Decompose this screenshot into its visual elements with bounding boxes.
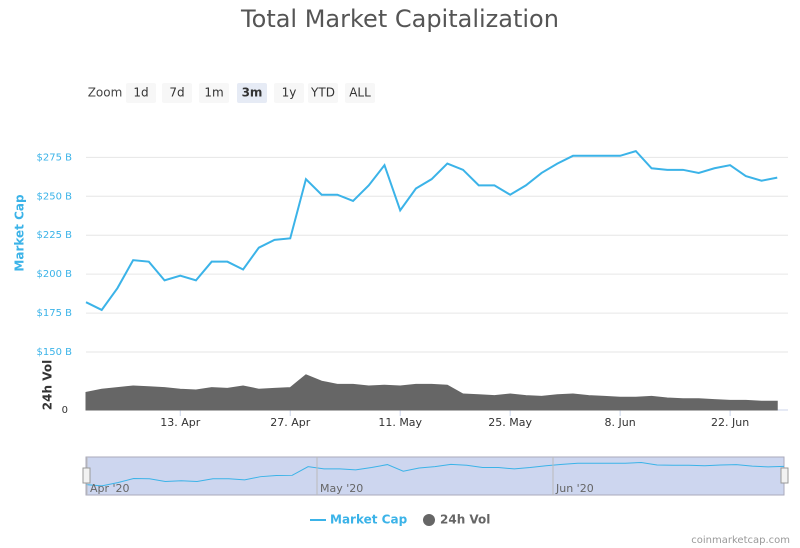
legend-label[interactable]: Market Cap <box>330 513 408 527</box>
y-tick-label: $150 B <box>37 347 73 358</box>
navigator-line <box>85 462 785 487</box>
y-axis-label: Market Cap <box>13 194 27 272</box>
navigator-handle[interactable] <box>82 467 91 484</box>
y-tick-label: $175 B <box>37 308 73 319</box>
zoom-button-label[interactable]: 3m <box>242 86 263 100</box>
y-tick-label: $200 B <box>37 269 73 280</box>
zoom-button-label[interactable]: 1y <box>282 86 297 100</box>
zoom-button-label[interactable]: ALL <box>349 86 371 100</box>
y-tick-label: $275 B <box>37 152 73 163</box>
zoom-button-label[interactable]: YTD <box>310 86 335 100</box>
zoom-button[interactable] <box>162 83 192 103</box>
navigator-selection <box>85 456 785 496</box>
y-tick-label: $250 B <box>37 191 73 202</box>
x-tick-label: 22. Jun <box>711 416 749 429</box>
volume-area <box>85 374 778 411</box>
x-tick-label: 8. Jun <box>605 416 636 429</box>
zoom-button[interactable] <box>199 83 229 103</box>
navigator-label: Jun '20 <box>555 482 594 495</box>
zoom-button-label[interactable]: 7d <box>169 86 184 100</box>
x-tick-label: 13. Apr <box>160 416 200 429</box>
x-tick-label: 27. Apr <box>270 416 310 429</box>
chart-title: Total Market Capitalization <box>240 5 559 33</box>
zoom-label: Zoom <box>88 86 123 100</box>
zoom-button-label[interactable]: 1d <box>133 86 148 100</box>
navigator-label: May '20 <box>320 482 363 495</box>
legend-label[interactable]: 24h Vol <box>440 513 490 527</box>
x-tick-label: 11. May <box>378 416 422 429</box>
zoom-button[interactable] <box>274 83 304 103</box>
zoom-button[interactable] <box>345 83 375 103</box>
navigator-label: Apr '20 <box>90 482 130 495</box>
y2-tick-label: 0 <box>62 405 68 416</box>
zoom-button[interactable] <box>308 83 338 103</box>
x-tick-label: 25. May <box>488 416 532 429</box>
legend-symbol <box>423 514 435 526</box>
navigator-handle[interactable] <box>780 467 789 484</box>
zoom-button[interactable] <box>126 83 156 103</box>
y2-axis-label: 24h Vol <box>41 360 55 410</box>
market-cap-line <box>85 149 778 312</box>
zoom-button-label[interactable]: 1m <box>204 86 223 100</box>
credit: coinmarketcap.com <box>691 535 790 546</box>
y-tick-label: $225 B <box>37 230 73 241</box>
zoom-button[interactable] <box>237 83 267 103</box>
